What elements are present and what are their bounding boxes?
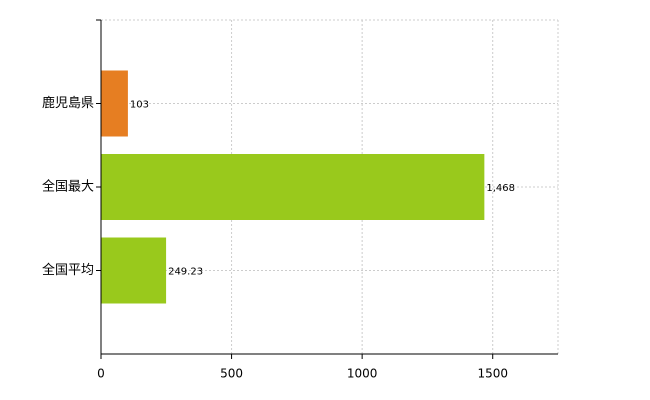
bar — [101, 70, 128, 137]
bar — [101, 154, 485, 220]
value-label: 103 — [130, 100, 149, 111]
x-tick-label: 1500 — [477, 367, 508, 381]
y-tick-label: 全国最大 — [42, 179, 94, 195]
y-tick-label: 全国平均 — [42, 262, 94, 278]
value-label: 1,468 — [486, 183, 515, 194]
x-tick-label: 0 — [97, 367, 105, 381]
value-label: 249.23 — [168, 267, 203, 278]
y-tick-label: 鹿児島県 — [42, 95, 94, 111]
x-tick-label: 1000 — [347, 367, 378, 381]
bar — [101, 237, 167, 304]
x-tick-label: 500 — [220, 367, 243, 381]
